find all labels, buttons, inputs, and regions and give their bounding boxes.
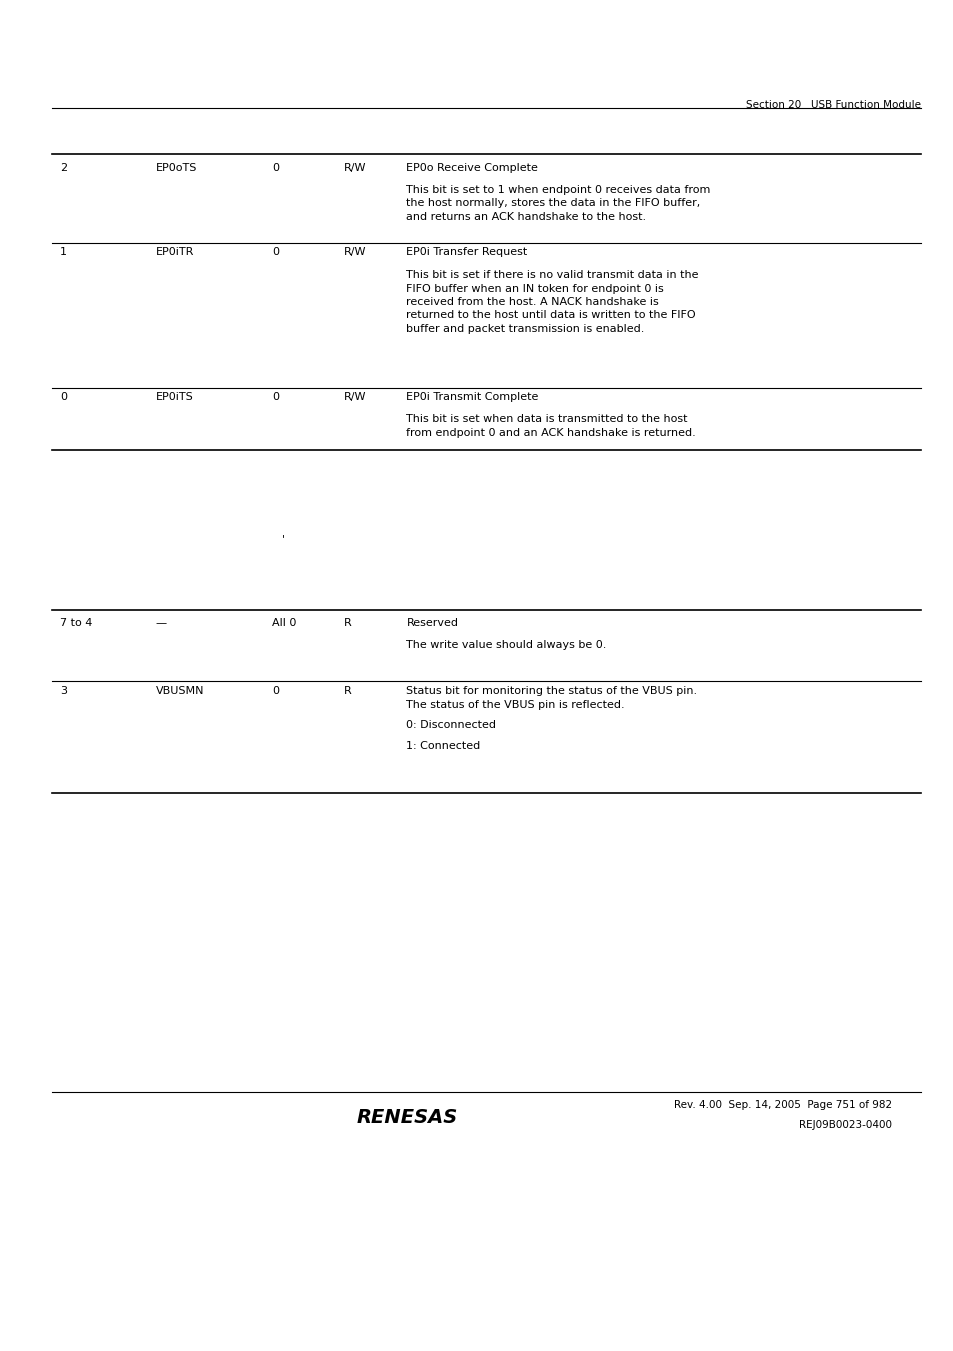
Text: All 0: All 0 (272, 617, 296, 628)
Text: 0: 0 (272, 686, 278, 696)
Text: R: R (343, 686, 351, 696)
Text: Status bit for monitoring the status of the VBUS pin.: Status bit for monitoring the status of … (406, 686, 697, 696)
Text: EP0i Transmit Complete: EP0i Transmit Complete (406, 392, 538, 403)
Text: EP0iTS: EP0iTS (155, 392, 193, 403)
Text: EP0o Receive Complete: EP0o Receive Complete (406, 163, 537, 173)
Text: The write value should always be 0.: The write value should always be 0. (406, 640, 606, 650)
Text: from endpoint 0 and an ACK handshake is returned.: from endpoint 0 and an ACK handshake is … (406, 427, 696, 438)
Text: REJ09B0023-0400: REJ09B0023-0400 (799, 1120, 891, 1129)
Text: EP0iTR: EP0iTR (155, 247, 193, 257)
Text: 7 to 4: 7 to 4 (60, 617, 92, 628)
Text: RENESAS: RENESAS (356, 1108, 457, 1127)
Text: R/W: R/W (343, 163, 366, 173)
Text: 0: Disconnected: 0: Disconnected (406, 720, 496, 731)
Text: Rev. 4.00  Sep. 14, 2005  Page 751 of 982: Rev. 4.00 Sep. 14, 2005 Page 751 of 982 (673, 1100, 891, 1111)
Text: 2: 2 (60, 163, 67, 173)
Text: 1: 1 (60, 247, 67, 257)
Text: This bit is set when data is transmitted to the host: This bit is set when data is transmitted… (406, 413, 687, 424)
Text: the host normally, stores the data in the FIFO buffer,: the host normally, stores the data in th… (406, 199, 700, 208)
Text: Reserved: Reserved (406, 617, 458, 628)
Text: 0: 0 (272, 392, 278, 403)
Text: This bit is set if there is no valid transmit data in the: This bit is set if there is no valid tra… (406, 270, 699, 280)
Text: ': ' (282, 534, 285, 544)
Text: VBUSMN: VBUSMN (155, 686, 204, 696)
Text: received from the host. A NACK handshake is: received from the host. A NACK handshake… (406, 297, 659, 307)
Text: Section 20   USB Function Module: Section 20 USB Function Module (745, 100, 920, 109)
Text: R: R (343, 617, 351, 628)
Text: R/W: R/W (343, 392, 366, 403)
Text: returned to the host until data is written to the FIFO: returned to the host until data is writt… (406, 311, 696, 320)
Text: EP0oTS: EP0oTS (155, 163, 196, 173)
Text: This bit is set to 1 when endpoint 0 receives data from: This bit is set to 1 when endpoint 0 rec… (406, 185, 710, 195)
Text: The status of the VBUS pin is reflected.: The status of the VBUS pin is reflected. (406, 700, 624, 709)
Text: 3: 3 (60, 686, 67, 696)
Text: EP0i Transfer Request: EP0i Transfer Request (406, 247, 527, 257)
Text: 0: 0 (60, 392, 67, 403)
Text: buffer and packet transmission is enabled.: buffer and packet transmission is enable… (406, 324, 644, 334)
Text: 0: 0 (272, 247, 278, 257)
Text: —: — (155, 617, 167, 628)
Text: R/W: R/W (343, 247, 366, 257)
Text: 0: 0 (272, 163, 278, 173)
Text: and returns an ACK handshake to the host.: and returns an ACK handshake to the host… (406, 212, 646, 222)
Text: 1: Connected: 1: Connected (406, 742, 480, 751)
Text: FIFO buffer when an IN token for endpoint 0 is: FIFO buffer when an IN token for endpoin… (406, 284, 663, 293)
